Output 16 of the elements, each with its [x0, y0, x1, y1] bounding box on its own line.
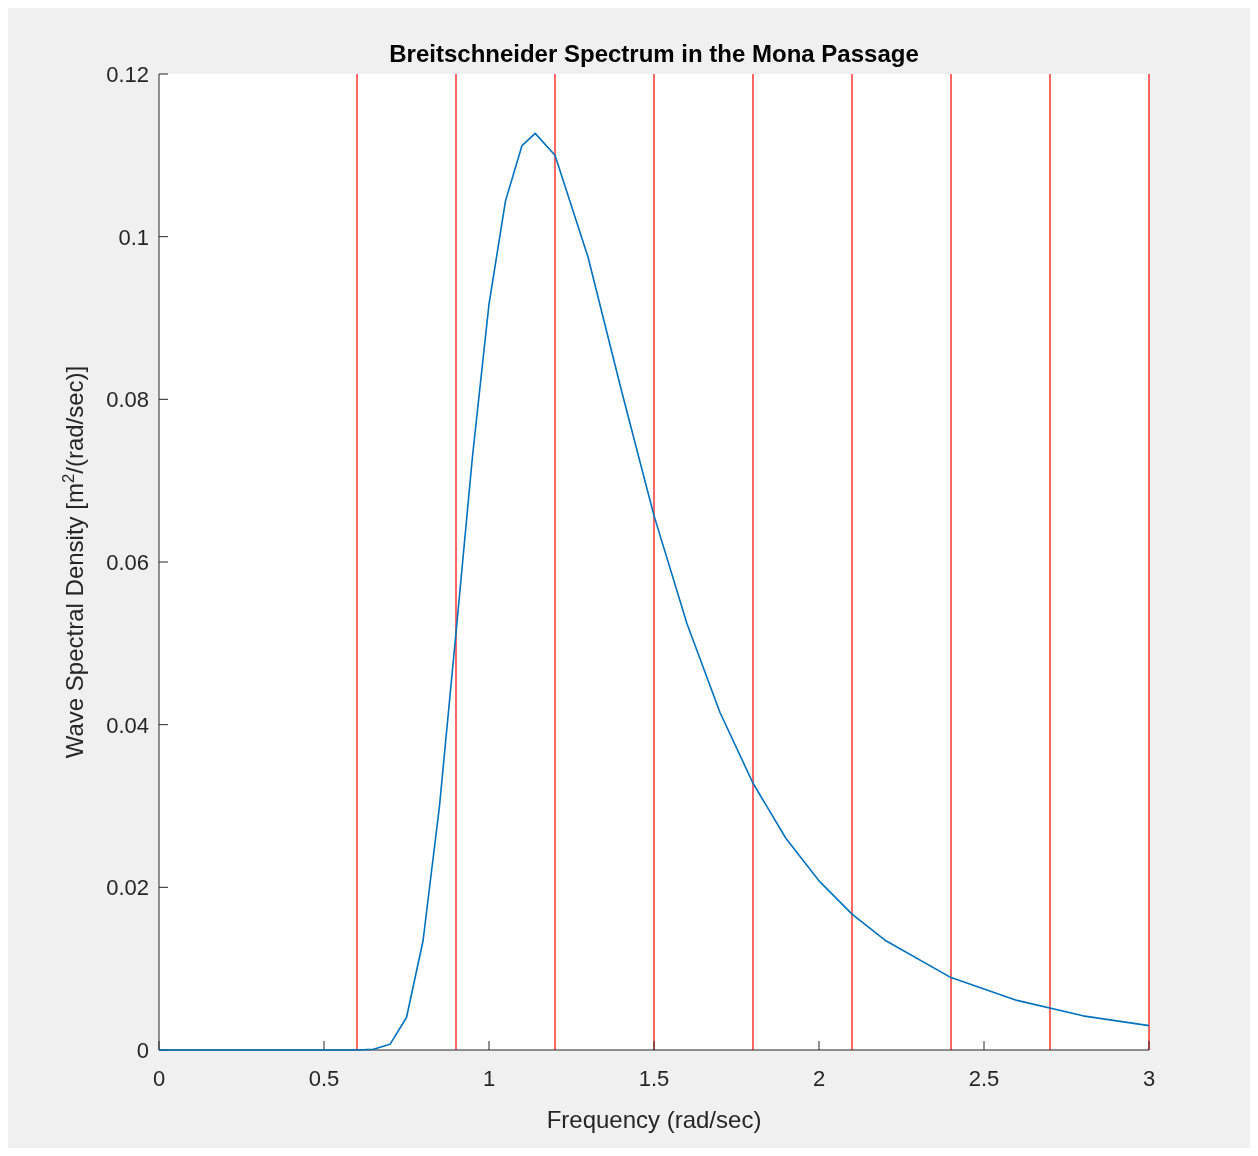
y-tick-label: 0.12	[106, 62, 149, 87]
y-tick-label: 0.04	[106, 712, 149, 738]
y-tick-label: 0.08	[106, 387, 149, 413]
x-tick-label: 1.5	[638, 1066, 670, 1091]
y-tick-label: 0.06	[106, 550, 149, 575]
x-tick-label: 0	[152, 1066, 166, 1091]
y-tick-label: 0.1	[118, 224, 149, 250]
x-axis-title: Frequency (rad/sec)	[546, 1106, 762, 1133]
x-tick-label: 2	[812, 1066, 826, 1091]
y-tick-label: 0.02	[106, 875, 149, 901]
x-tick-label: 3	[1142, 1066, 1156, 1091]
chart-title: Breitschneider Spectrum in the Mona Passage	[389, 40, 919, 67]
x-tick-label: 0.5	[308, 1066, 340, 1091]
x-tick-label: 1	[482, 1066, 496, 1091]
x-tick-label: 2.5	[968, 1066, 1000, 1091]
y-tick-label: 0	[136, 1038, 149, 1063]
